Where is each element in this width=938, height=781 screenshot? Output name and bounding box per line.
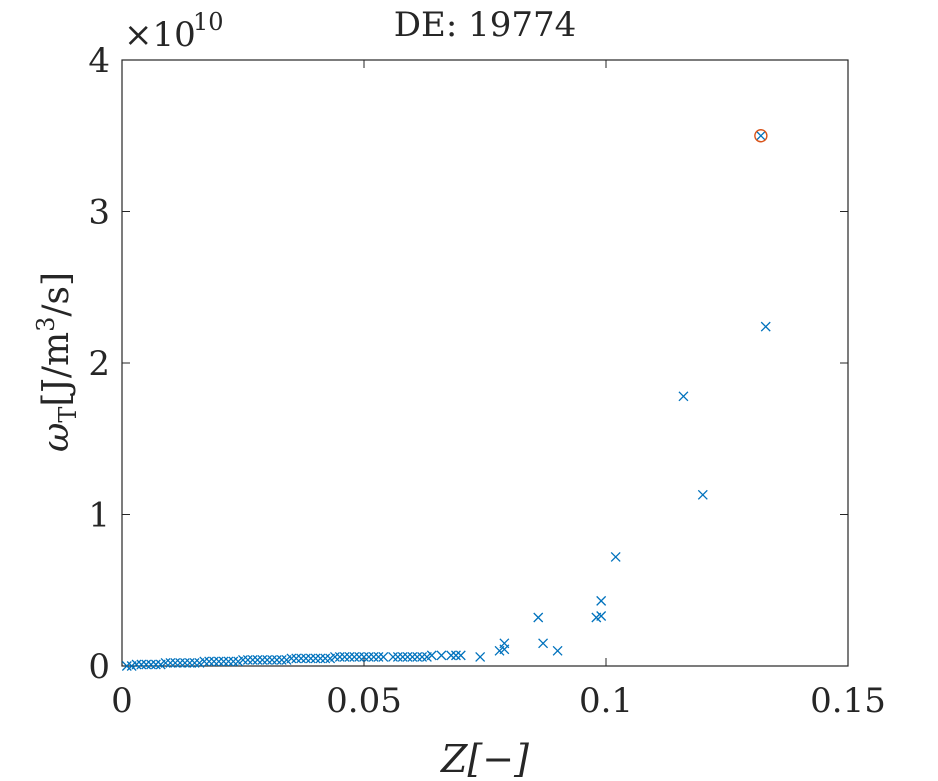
data-point	[455, 650, 466, 661]
data-point	[213, 656, 224, 667]
data-point	[755, 130, 766, 141]
data-point	[170, 658, 181, 668]
data-point	[300, 653, 311, 664]
x-tick-label: 0.15	[810, 681, 886, 721]
data-point	[697, 489, 708, 500]
data-point	[228, 656, 239, 667]
data-point	[344, 651, 355, 662]
data-point	[257, 654, 268, 665]
y-axis-label-symbol: ω	[36, 423, 77, 452]
data-point	[596, 611, 607, 621]
data-point	[436, 650, 447, 661]
data-point	[320, 653, 331, 664]
data-point	[407, 651, 418, 662]
highlight-point	[754, 129, 768, 143]
data-point	[209, 656, 219, 667]
data-point	[141, 659, 152, 670]
y-tick-label: 2	[88, 344, 110, 384]
data-point	[354, 651, 365, 662]
data-point	[267, 654, 277, 665]
x-tick-label: 0.1	[579, 681, 633, 721]
data-point	[223, 656, 234, 667]
data-point	[368, 651, 379, 662]
data-point	[242, 654, 253, 665]
data-point	[359, 651, 369, 662]
x-tick-label: 0.05	[326, 681, 402, 721]
data-point	[218, 656, 229, 667]
data-point	[160, 658, 171, 668]
data-point	[412, 651, 423, 662]
y-tick-label: 4	[88, 41, 110, 81]
data-point	[184, 658, 195, 668]
data-point	[426, 650, 437, 661]
data-point	[330, 651, 340, 662]
data-point	[199, 656, 210, 667]
data-point	[121, 661, 132, 671]
data-point	[334, 651, 345, 662]
data-point	[499, 644, 510, 655]
data-point	[204, 656, 215, 667]
data-point	[286, 653, 297, 664]
data-point	[402, 651, 413, 662]
data-point	[446, 650, 457, 661]
data-point	[310, 653, 321, 664]
data-point	[417, 651, 428, 662]
data-point	[552, 645, 563, 656]
x-axis-label: Z[−]	[440, 737, 529, 781]
data-point	[189, 658, 200, 668]
data-point	[349, 651, 360, 662]
data-point	[136, 659, 147, 670]
data-point	[538, 638, 549, 649]
data-point	[150, 659, 161, 670]
y-tick-label: 0	[88, 647, 110, 687]
data-point	[165, 658, 176, 668]
data-point	[475, 651, 486, 662]
y-axis-label-superscript: 3	[32, 317, 60, 332]
data-point	[305, 653, 316, 664]
y-axis-label-text: ωT[J/m3/s]	[32, 272, 82, 452]
data-point	[315, 653, 326, 664]
y-axis-label-units: [J/m	[36, 332, 77, 407]
data-point	[131, 659, 142, 670]
x-axis-label-text: Z[−]	[440, 737, 529, 781]
y-axis-label-units-tail: /s]	[36, 272, 77, 317]
data-point	[179, 658, 190, 668]
y-exponent-base: ×10	[124, 15, 196, 55]
data-point	[678, 391, 689, 402]
plot-frame	[121, 59, 849, 667]
data-point	[533, 612, 544, 623]
plot-area: 0 0.05 0.1 0.15 0 1 2 3 4	[88, 41, 885, 721]
data-point	[610, 551, 621, 562]
data-point	[247, 654, 258, 665]
data-point	[296, 653, 307, 664]
data-point	[392, 651, 403, 662]
y-tick-label: 1	[88, 496, 110, 536]
y-exponent-power: 10	[193, 8, 224, 36]
x-tick-label: 0	[111, 681, 133, 721]
y-axis-label: ωT[J/m3/s]	[32, 272, 82, 452]
data-point	[238, 654, 248, 665]
data-point	[252, 654, 263, 665]
data-point	[373, 651, 384, 662]
data-point	[262, 654, 273, 665]
chart-title: DE: 19774	[394, 5, 577, 45]
y-tick-label: 3	[88, 193, 110, 233]
data-point	[388, 651, 398, 662]
data-point	[271, 654, 282, 665]
data-point	[291, 653, 302, 664]
data-point	[760, 321, 771, 332]
data-point	[363, 651, 374, 662]
data-point	[397, 651, 408, 662]
y-exponent-label: ×10 10	[124, 8, 224, 55]
y-axis-label-subscript: T	[54, 407, 82, 423]
data-point	[146, 659, 156, 670]
data-point	[596, 595, 607, 606]
data-point	[276, 654, 287, 665]
data-point	[175, 658, 186, 668]
data-point	[339, 651, 350, 662]
data-point	[378, 651, 389, 662]
data-point	[451, 650, 461, 661]
